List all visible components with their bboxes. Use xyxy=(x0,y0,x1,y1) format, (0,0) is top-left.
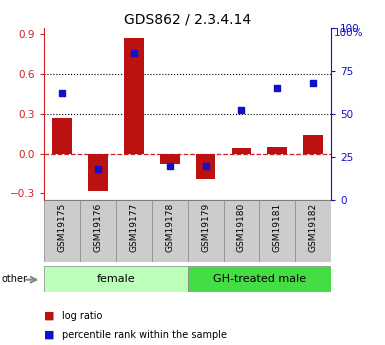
Bar xyxy=(224,200,259,262)
Title: GDS862 / 2.3.4.14: GDS862 / 2.3.4.14 xyxy=(124,12,251,27)
Text: GSM19182: GSM19182 xyxy=(309,203,318,252)
Bar xyxy=(44,266,188,292)
Text: ■: ■ xyxy=(44,311,55,321)
Bar xyxy=(196,154,216,179)
Text: GSM19179: GSM19179 xyxy=(201,203,210,253)
Text: GSM19177: GSM19177 xyxy=(129,203,139,253)
Point xyxy=(310,80,316,86)
Text: 100%: 100% xyxy=(334,28,363,38)
Point xyxy=(59,90,65,96)
Text: GSM19176: GSM19176 xyxy=(94,203,102,253)
Bar xyxy=(160,154,180,164)
Text: GH-treated male: GH-treated male xyxy=(213,274,306,284)
Text: ■: ■ xyxy=(44,330,55,339)
Bar xyxy=(80,200,116,262)
Bar xyxy=(268,147,287,154)
Bar xyxy=(232,148,251,154)
Text: GSM19175: GSM19175 xyxy=(58,203,67,253)
Text: log ratio: log ratio xyxy=(62,311,102,321)
Bar xyxy=(124,38,144,154)
Text: female: female xyxy=(97,274,135,284)
Text: GSM19178: GSM19178 xyxy=(165,203,174,253)
Text: other: other xyxy=(2,274,28,284)
Point xyxy=(274,85,280,91)
Point xyxy=(131,51,137,56)
Point xyxy=(167,163,173,168)
Bar xyxy=(52,118,72,154)
Bar xyxy=(116,200,152,262)
Bar xyxy=(152,200,188,262)
Point xyxy=(95,166,101,172)
Bar xyxy=(188,266,331,292)
Bar xyxy=(295,200,331,262)
Bar xyxy=(303,135,323,154)
Bar xyxy=(259,200,295,262)
Text: GSM19181: GSM19181 xyxy=(273,203,282,253)
Bar xyxy=(88,154,108,191)
Bar xyxy=(188,200,224,262)
Bar xyxy=(44,200,80,262)
Point xyxy=(203,163,209,168)
Point xyxy=(238,108,244,113)
Text: percentile rank within the sample: percentile rank within the sample xyxy=(62,330,227,339)
Text: GSM19180: GSM19180 xyxy=(237,203,246,253)
